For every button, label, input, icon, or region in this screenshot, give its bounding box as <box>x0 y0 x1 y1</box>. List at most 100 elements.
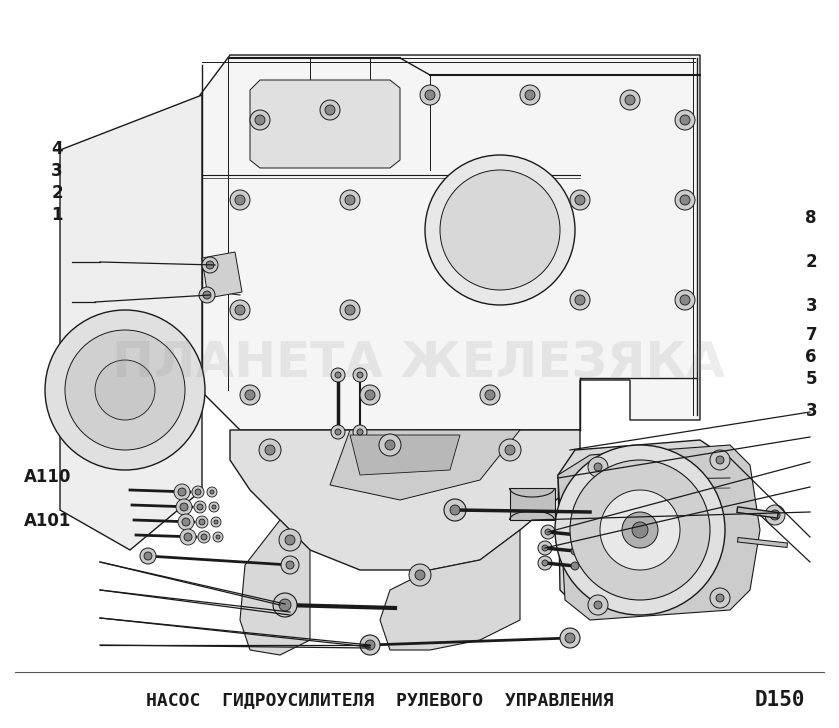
Circle shape <box>566 542 584 560</box>
Polygon shape <box>200 55 700 430</box>
Circle shape <box>444 499 466 521</box>
Circle shape <box>505 445 515 455</box>
Circle shape <box>680 195 690 205</box>
Circle shape <box>499 439 521 461</box>
Circle shape <box>588 457 608 477</box>
Circle shape <box>214 520 218 524</box>
Text: ПЛАНЕТА ЖЕЛЕЗЯКА: ПЛАНЕТА ЖЕЛЕЗЯКА <box>112 340 726 388</box>
Circle shape <box>680 115 690 125</box>
Circle shape <box>180 503 188 511</box>
Text: 3: 3 <box>51 162 63 180</box>
Circle shape <box>210 490 214 494</box>
Circle shape <box>95 360 155 420</box>
Circle shape <box>259 439 281 461</box>
Circle shape <box>198 531 210 543</box>
Text: 2: 2 <box>51 184 63 202</box>
Circle shape <box>325 105 335 115</box>
Polygon shape <box>240 520 310 655</box>
Text: 2: 2 <box>805 253 817 271</box>
Circle shape <box>202 257 218 273</box>
Text: 3: 3 <box>805 403 817 420</box>
Circle shape <box>240 385 260 405</box>
Circle shape <box>542 545 548 551</box>
Circle shape <box>230 190 250 210</box>
Circle shape <box>542 560 548 566</box>
Circle shape <box>716 456 724 464</box>
Polygon shape <box>380 530 520 650</box>
Polygon shape <box>60 95 202 550</box>
Circle shape <box>335 372 341 378</box>
Circle shape <box>575 195 585 205</box>
Circle shape <box>632 522 648 538</box>
Circle shape <box>574 531 582 539</box>
Circle shape <box>560 628 580 648</box>
Circle shape <box>184 533 192 541</box>
Circle shape <box>538 541 552 555</box>
Circle shape <box>545 529 551 535</box>
Circle shape <box>245 390 255 400</box>
Circle shape <box>213 532 223 542</box>
Text: A110: A110 <box>24 468 71 486</box>
Polygon shape <box>558 445 760 620</box>
Circle shape <box>520 85 540 105</box>
Text: 1: 1 <box>51 206 63 223</box>
Circle shape <box>194 501 206 513</box>
Circle shape <box>420 85 440 105</box>
Circle shape <box>174 484 190 500</box>
Circle shape <box>379 434 401 456</box>
Polygon shape <box>230 430 580 570</box>
Circle shape <box>265 445 275 455</box>
Polygon shape <box>350 435 460 475</box>
Circle shape <box>765 505 785 525</box>
Text: 6: 6 <box>805 348 817 365</box>
Circle shape <box>570 290 590 310</box>
Circle shape <box>197 504 203 510</box>
Circle shape <box>360 635 380 655</box>
Circle shape <box>211 517 221 527</box>
Circle shape <box>140 548 156 564</box>
Circle shape <box>331 425 345 439</box>
Circle shape <box>409 564 431 586</box>
Polygon shape <box>330 430 520 500</box>
Circle shape <box>206 261 214 269</box>
Circle shape <box>710 588 730 608</box>
Circle shape <box>357 372 363 378</box>
Circle shape <box>180 529 196 545</box>
Circle shape <box>600 490 680 570</box>
Circle shape <box>485 390 495 400</box>
Circle shape <box>209 502 219 512</box>
Circle shape <box>286 561 294 569</box>
Circle shape <box>201 534 207 540</box>
Circle shape <box>594 463 602 471</box>
Circle shape <box>571 547 579 555</box>
Circle shape <box>285 535 295 545</box>
Circle shape <box>176 499 192 515</box>
Circle shape <box>680 295 690 305</box>
Circle shape <box>675 110 695 130</box>
Circle shape <box>178 514 194 530</box>
Circle shape <box>622 512 658 548</box>
Circle shape <box>425 90 435 100</box>
Circle shape <box>415 570 425 580</box>
Circle shape <box>230 300 250 320</box>
Circle shape <box>182 518 190 526</box>
Circle shape <box>525 90 535 100</box>
Polygon shape <box>510 488 555 520</box>
Circle shape <box>538 556 552 570</box>
Circle shape <box>353 425 367 439</box>
Circle shape <box>273 593 297 617</box>
Circle shape <box>203 291 211 299</box>
Circle shape <box>541 525 555 539</box>
Circle shape <box>555 445 725 615</box>
Circle shape <box>45 310 205 470</box>
Text: 7: 7 <box>805 326 817 344</box>
Circle shape <box>340 190 360 210</box>
Circle shape <box>425 155 575 305</box>
Circle shape <box>340 300 360 320</box>
Text: 3: 3 <box>805 297 817 314</box>
Circle shape <box>571 562 579 570</box>
Circle shape <box>144 552 152 560</box>
Circle shape <box>255 115 265 125</box>
Circle shape <box>281 556 299 574</box>
Circle shape <box>335 429 341 435</box>
